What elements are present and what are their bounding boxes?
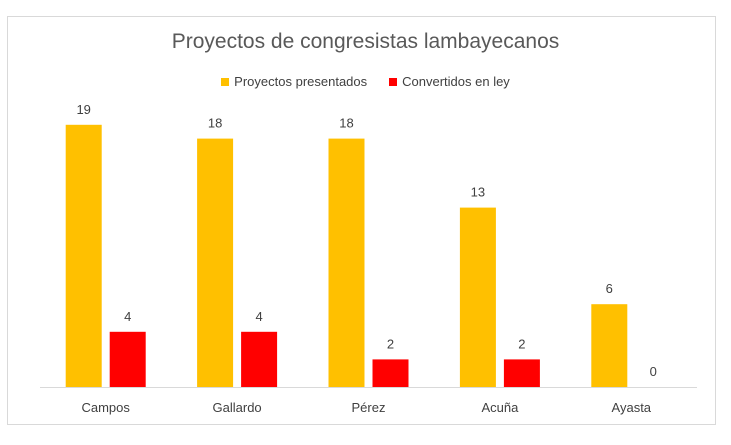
bar-presentados-0 (65, 124, 102, 388)
x-tick-label-1: Gallardo (213, 400, 262, 415)
bar-convertidos-2 (372, 359, 409, 387)
bar-convertidos-3 (503, 359, 540, 387)
data-label-presentados-4: 6 (606, 281, 613, 296)
x-tick-label-0: Campos (81, 400, 130, 415)
bar-convertidos-1 (241, 331, 278, 387)
data-label-presentados-1: 18 (208, 116, 222, 131)
chart-legend: Proyectos presentados Convertidos en ley (0, 74, 731, 89)
x-tick-label-2: Pérez (352, 400, 386, 415)
data-label-convertidos-2: 2 (387, 336, 394, 351)
legend-swatch-convertidos (389, 77, 398, 86)
data-label-presentados-3: 13 (471, 185, 485, 200)
data-label-convertidos-1: 4 (255, 309, 262, 324)
legend-item-convertidos: Convertidos en ley (389, 74, 510, 89)
legend-item-presentados: Proyectos presentados (221, 74, 367, 89)
bar-convertidos-0 (109, 331, 146, 387)
x-tick-label-3: Acuña (481, 400, 519, 415)
bar-presentados-3 (459, 207, 496, 387)
data-label-convertidos-0: 4 (124, 309, 131, 324)
data-label-presentados-2: 18 (339, 116, 353, 131)
chart-title: Proyectos de congresistas lambayecanos (171, 30, 560, 53)
legend-swatch-presentados (221, 77, 230, 86)
bar-presentados-1 (197, 138, 234, 387)
data-label-convertidos-4: 0 (650, 364, 657, 379)
bar-presentados-2 (328, 138, 365, 387)
bar-presentados-4 (591, 304, 628, 387)
x-tick-label-4: Ayasta (612, 400, 652, 415)
data-label-convertidos-3: 2 (518, 336, 525, 351)
legend-label-presentados: Proyectos presentados (234, 74, 368, 89)
data-label-presentados-0: 19 (76, 102, 90, 117)
legend-label-convertidos: Convertidos en ley (402, 74, 510, 89)
